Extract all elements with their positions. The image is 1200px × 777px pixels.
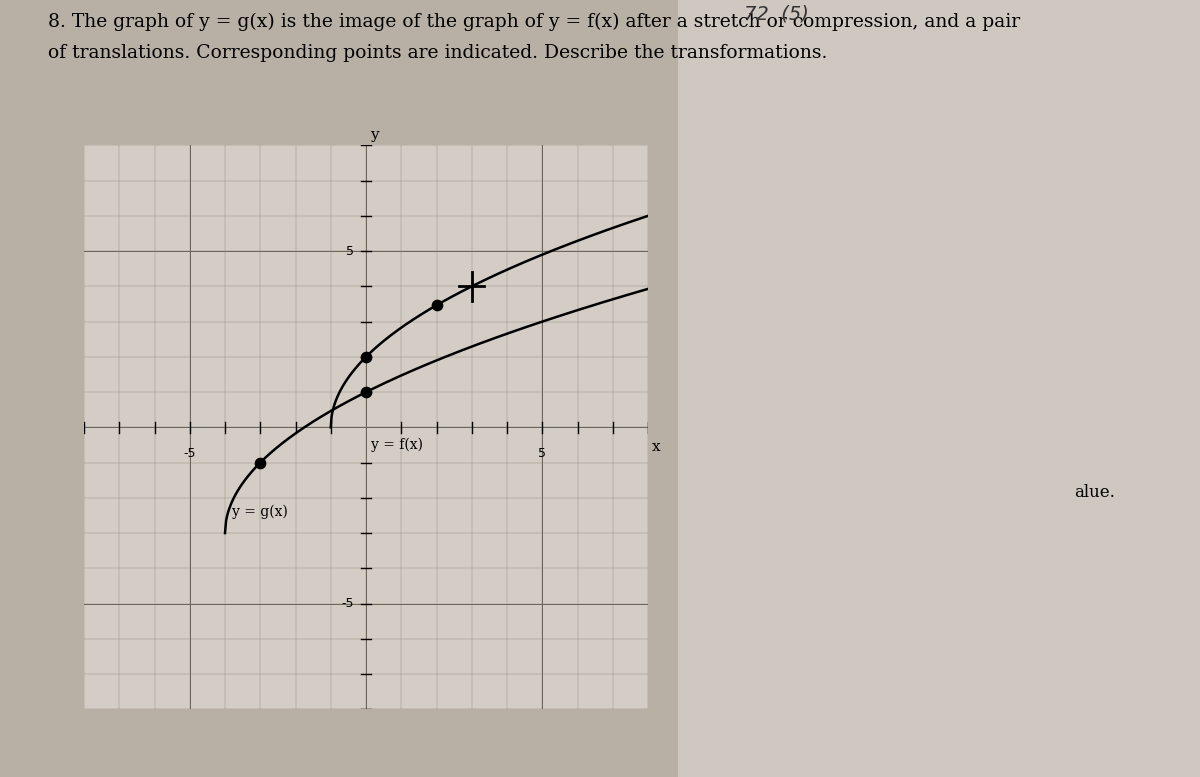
Point	[251, 456, 270, 469]
Text: 72  (5): 72 (5)	[744, 5, 809, 23]
Text: alue.: alue.	[1074, 484, 1115, 501]
Text: y: y	[371, 128, 379, 142]
Text: 5: 5	[346, 245, 354, 258]
Text: 5: 5	[539, 447, 546, 460]
Text: x: x	[652, 440, 660, 454]
Text: y = f(x): y = f(x)	[371, 438, 424, 452]
Text: -5: -5	[184, 447, 196, 460]
Text: of translations. Corresponding points are indicated. Describe the transformation: of translations. Corresponding points ar…	[48, 44, 827, 62]
Text: 8. The graph of y = g(x) is the image of the graph of y = f(x) after a stretch o: 8. The graph of y = g(x) is the image of…	[48, 13, 1020, 31]
Text: -5: -5	[341, 597, 354, 610]
Point	[427, 299, 446, 312]
Text: y = g(x): y = g(x)	[232, 505, 288, 519]
Point	[356, 386, 376, 399]
Point	[356, 350, 376, 363]
